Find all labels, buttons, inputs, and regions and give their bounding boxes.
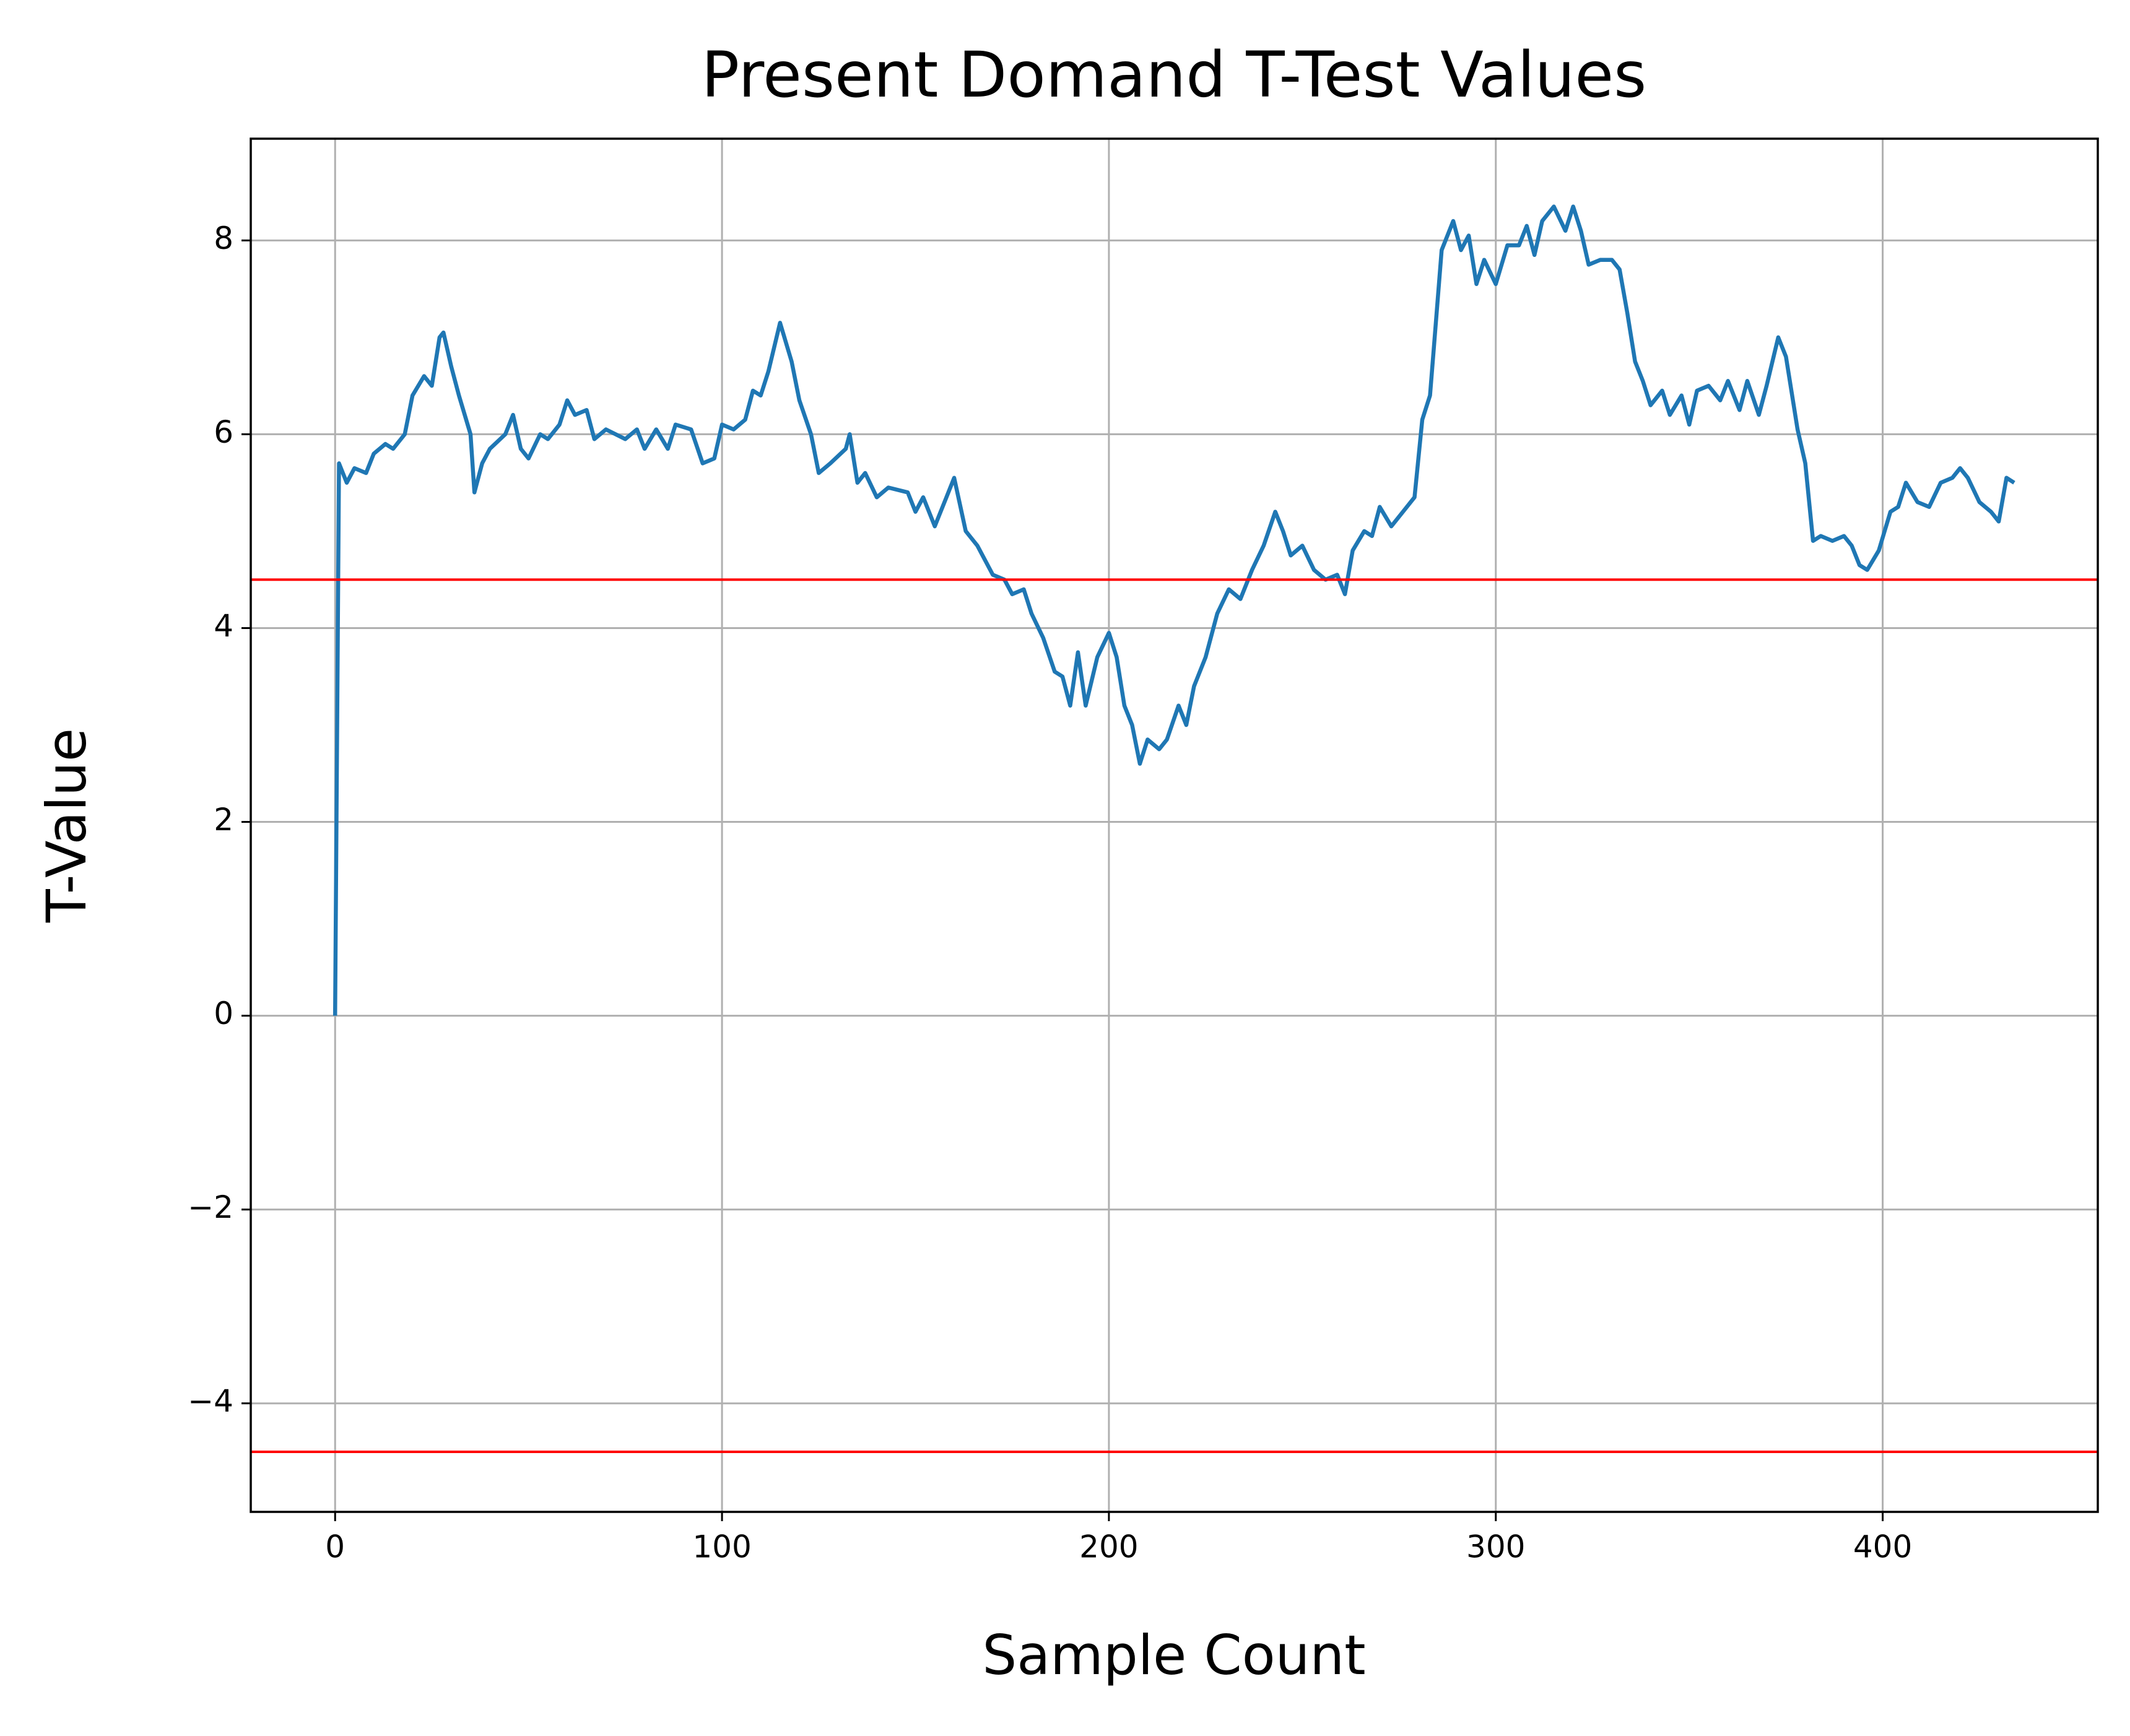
data-line [333,204,2015,1016]
y-tick-label: 6 [214,414,233,450]
x-axis-label: Sample Count [982,1623,1365,1687]
y-tick-label: 2 [214,802,233,838]
x-tick-label: 200 [1079,1529,1138,1565]
y-tick-label: −4 [188,1383,233,1419]
x-tick-label: 0 [325,1529,345,1565]
y-axis-label: T-Value [35,728,98,923]
x-tick-label: 100 [692,1529,751,1565]
x-tick-label: 400 [1853,1529,1912,1565]
y-tick-label: −2 [188,1189,233,1225]
y-tick-label: 4 [214,608,233,644]
plot-frame [250,137,2099,1513]
chart-title: Present Domand T-Test Values [702,38,1647,112]
x-tick-label: 300 [1466,1529,1525,1565]
y-tick-label: 0 [214,996,233,1031]
y-tick-label: 8 [214,220,233,256]
